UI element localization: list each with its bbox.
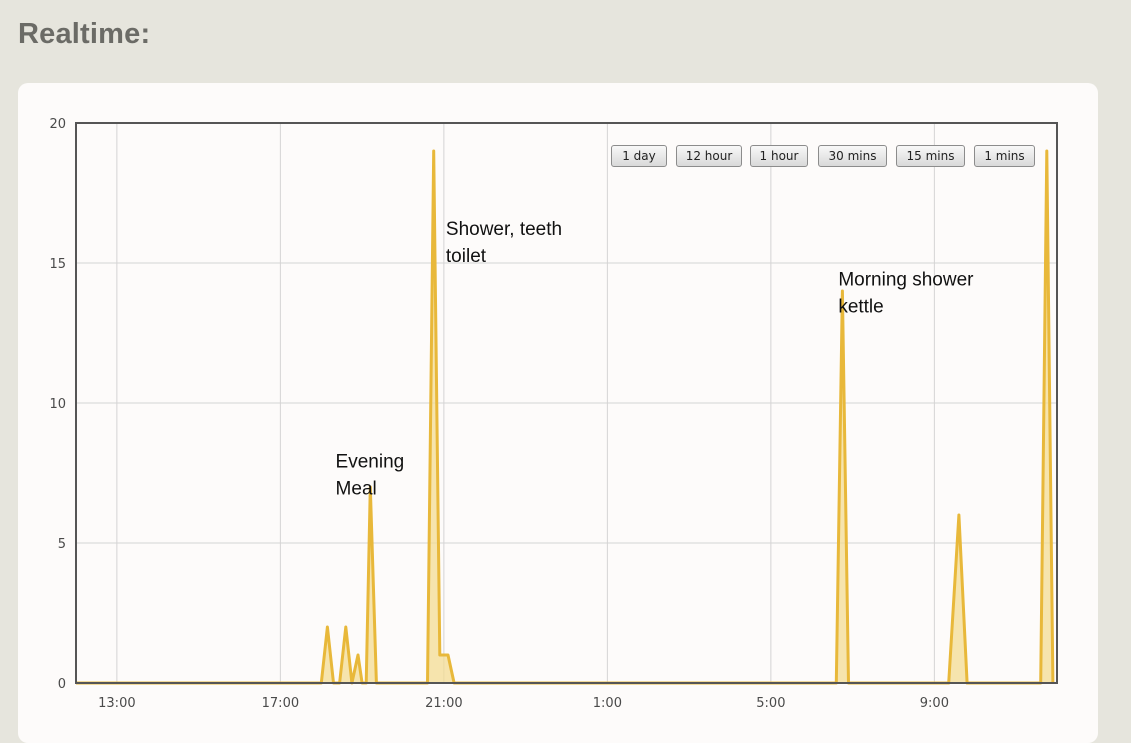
annotation-text: Evening Meal xyxy=(336,451,405,499)
range-button[interactable]: 1 mins xyxy=(974,145,1035,167)
annotation-text: Shower, teeth toilet xyxy=(446,219,562,267)
annotation-line: toilet xyxy=(446,246,487,267)
range-button[interactable]: 1 hour xyxy=(750,145,808,167)
grid xyxy=(76,122,1057,684)
annotation-line: Shower, teeth xyxy=(446,219,562,240)
annotation-line: Evening xyxy=(336,451,405,472)
series-line xyxy=(76,149,1055,685)
annotation-line: Morning shower xyxy=(838,269,974,290)
x-tick-label: 5:00 xyxy=(756,696,785,711)
plot-frame xyxy=(75,122,1058,684)
page-title: Realtime: xyxy=(18,18,151,50)
usage-chart: 0 5 10 15 20 13:00 17:00 21:00 1:00 5:00 9:00 Even… xyxy=(49,117,1058,711)
series-fill xyxy=(76,151,1053,683)
range-button[interactable]: 15 mins xyxy=(896,145,965,167)
x-tick-label: 21:00 xyxy=(425,696,462,711)
x-tick-label: 9:00 xyxy=(920,696,949,711)
range-button[interactable]: 12 hour xyxy=(676,145,742,167)
annotation-line: kettle xyxy=(838,296,883,317)
x-tick-label: 13:00 xyxy=(98,696,135,711)
x-tick-label: 1:00 xyxy=(593,696,622,711)
y-tick-label: 10 xyxy=(49,397,66,412)
y-tick-label: 0 xyxy=(58,677,66,692)
y-tick-label: 20 xyxy=(49,117,66,132)
chart-panel: 0 5 10 15 20 13:00 17:00 21:00 1:00 5:00 9:00 Even… xyxy=(18,83,1098,743)
series-area xyxy=(76,149,1055,685)
axis-labels: 0 5 10 15 20 13:00 17:00 21:00 1:00 5:00 9:00 xyxy=(49,117,949,711)
y-tick-label: 5 xyxy=(58,537,66,552)
annotations: Evening Meal Shower, teeth toilet Morning sh… xyxy=(336,219,975,499)
annotation-text: Morning shower kettle xyxy=(838,269,974,317)
y-tick-label: 15 xyxy=(49,257,66,272)
range-button[interactable]: 1 day xyxy=(611,145,667,167)
x-tick-label: 17:00 xyxy=(262,696,299,711)
annotation-line: Meal xyxy=(336,478,377,499)
range-button[interactable]: 30 mins xyxy=(818,145,887,167)
